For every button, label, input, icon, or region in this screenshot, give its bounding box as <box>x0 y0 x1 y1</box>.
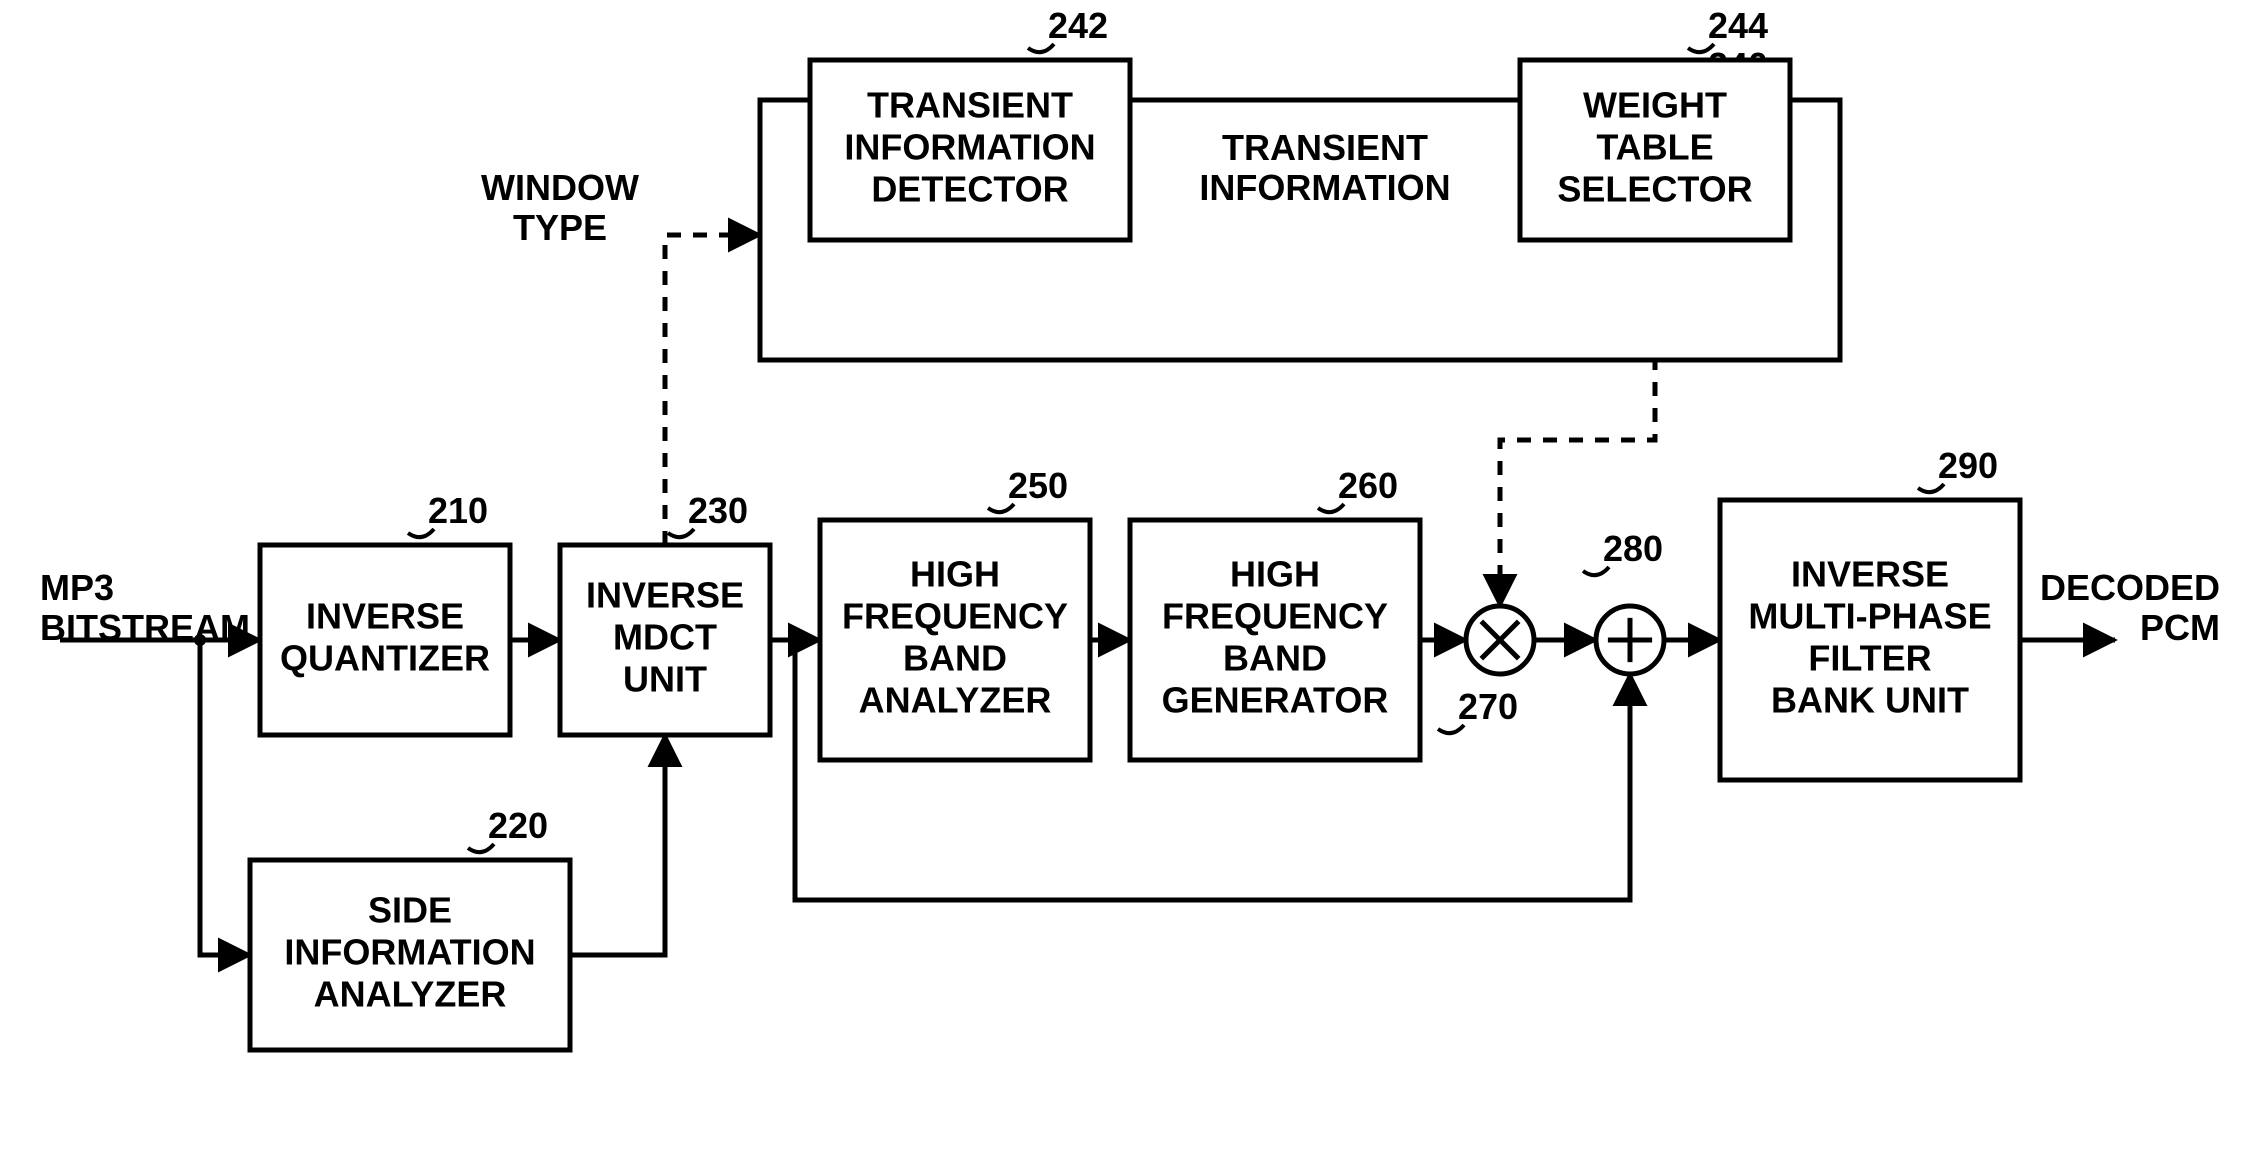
svg-text:ANALYZER: ANALYZER <box>859 680 1052 721</box>
svg-text:BAND: BAND <box>1223 638 1327 679</box>
svg-text:FREQUENCY: FREQUENCY <box>1162 596 1388 637</box>
svg-text:244: 244 <box>1708 5 1768 46</box>
svg-text:HIGH: HIGH <box>1230 554 1320 595</box>
svg-text:220: 220 <box>488 805 548 846</box>
svg-text:BANK UNIT: BANK UNIT <box>1771 680 1969 721</box>
svg-text:BAND: BAND <box>903 638 1007 679</box>
block-250: HIGHFREQUENCYBANDANALYZER 250 <box>820 465 1090 760</box>
svg-text:ANALYZER: ANALYZER <box>314 974 507 1015</box>
edge-solid-9 <box>570 735 665 955</box>
svg-text:DECODED: DECODED <box>2040 567 2220 608</box>
svg-text:BITSTREAM: BITSTREAM <box>40 607 250 648</box>
svg-text:230: 230 <box>688 490 748 531</box>
svg-text:SIDE: SIDE <box>368 890 452 931</box>
svg-text:SELECTOR: SELECTOR <box>1557 169 1752 210</box>
svg-text:270: 270 <box>1458 686 1518 727</box>
svg-text:260: 260 <box>1338 465 1398 506</box>
svg-text:210: 210 <box>428 490 488 531</box>
svg-text:TYPE: TYPE <box>513 207 607 248</box>
svg-text:QUANTIZER: QUANTIZER <box>280 638 490 679</box>
nodes: 240INVERSEQUANTIZER210SIDEINFORMATIONANA… <box>250 5 2020 1050</box>
block-230: INVERSEMDCTUNIT 230 <box>560 490 770 735</box>
block-290: INVERSEMULTI-PHASEFILTERBANK UNIT 290 <box>1720 445 2020 780</box>
svg-text:290: 290 <box>1938 445 1998 486</box>
svg-text:FILTER: FILTER <box>1808 638 1931 679</box>
output-label: DECODEDPCM <box>2040 567 2220 648</box>
svg-text:250: 250 <box>1008 465 1068 506</box>
svg-text:WINDOW: WINDOW <box>481 167 639 208</box>
svg-text:TRANSIENT: TRANSIENT <box>867 85 1073 126</box>
svg-text:UNIT: UNIT <box>623 659 707 700</box>
svg-text:HIGH: HIGH <box>910 554 1000 595</box>
svg-text:TABLE: TABLE <box>1596 127 1713 168</box>
label-window-type: WINDOWTYPE <box>481 167 639 248</box>
svg-text:FREQUENCY: FREQUENCY <box>842 596 1068 637</box>
input-label: MP3BITSTREAM <box>40 567 250 648</box>
svg-text:WEIGHT: WEIGHT <box>1583 85 1727 126</box>
svg-text:MP3: MP3 <box>40 567 114 608</box>
block-242: TRANSIENTINFORMATIONDETECTOR 242 <box>810 5 1130 240</box>
svg-text:242: 242 <box>1048 5 1108 46</box>
block-diagram: 240INVERSEQUANTIZER210SIDEINFORMATIONANA… <box>0 0 2258 1171</box>
block-220: SIDEINFORMATIONANALYZER 220 <box>250 805 570 1050</box>
svg-text:INFORMATION: INFORMATION <box>844 127 1095 168</box>
svg-text:TRANSIENT: TRANSIENT <box>1222 127 1428 168</box>
svg-text:INFORMATION: INFORMATION <box>284 932 535 973</box>
block-210: INVERSEQUANTIZER 210 <box>260 490 510 735</box>
label-transient-information: TRANSIENTINFORMATION <box>1199 127 1450 208</box>
svg-text:INFORMATION: INFORMATION <box>1199 167 1450 208</box>
svg-text:GENERATOR: GENERATOR <box>1162 680 1389 721</box>
node-270 <box>1466 606 1534 674</box>
svg-text:280: 280 <box>1603 528 1663 569</box>
svg-text:DETECTOR: DETECTOR <box>871 169 1068 210</box>
svg-text:MDCT: MDCT <box>613 617 717 658</box>
edge-solid-8 <box>200 640 250 955</box>
block-244: WEIGHTTABLESELECTOR 244 <box>1520 5 1790 240</box>
svg-text:PCM: PCM <box>2140 607 2220 648</box>
svg-text:INVERSE: INVERSE <box>306 596 464 637</box>
svg-text:MULTI-PHASE: MULTI-PHASE <box>1748 596 1991 637</box>
svg-text:INVERSE: INVERSE <box>586 575 744 616</box>
svg-text:INVERSE: INVERSE <box>1791 554 1949 595</box>
block-260: HIGHFREQUENCYBANDGENERATOR 260 <box>1130 465 1420 760</box>
node-280 <box>1596 606 1664 674</box>
